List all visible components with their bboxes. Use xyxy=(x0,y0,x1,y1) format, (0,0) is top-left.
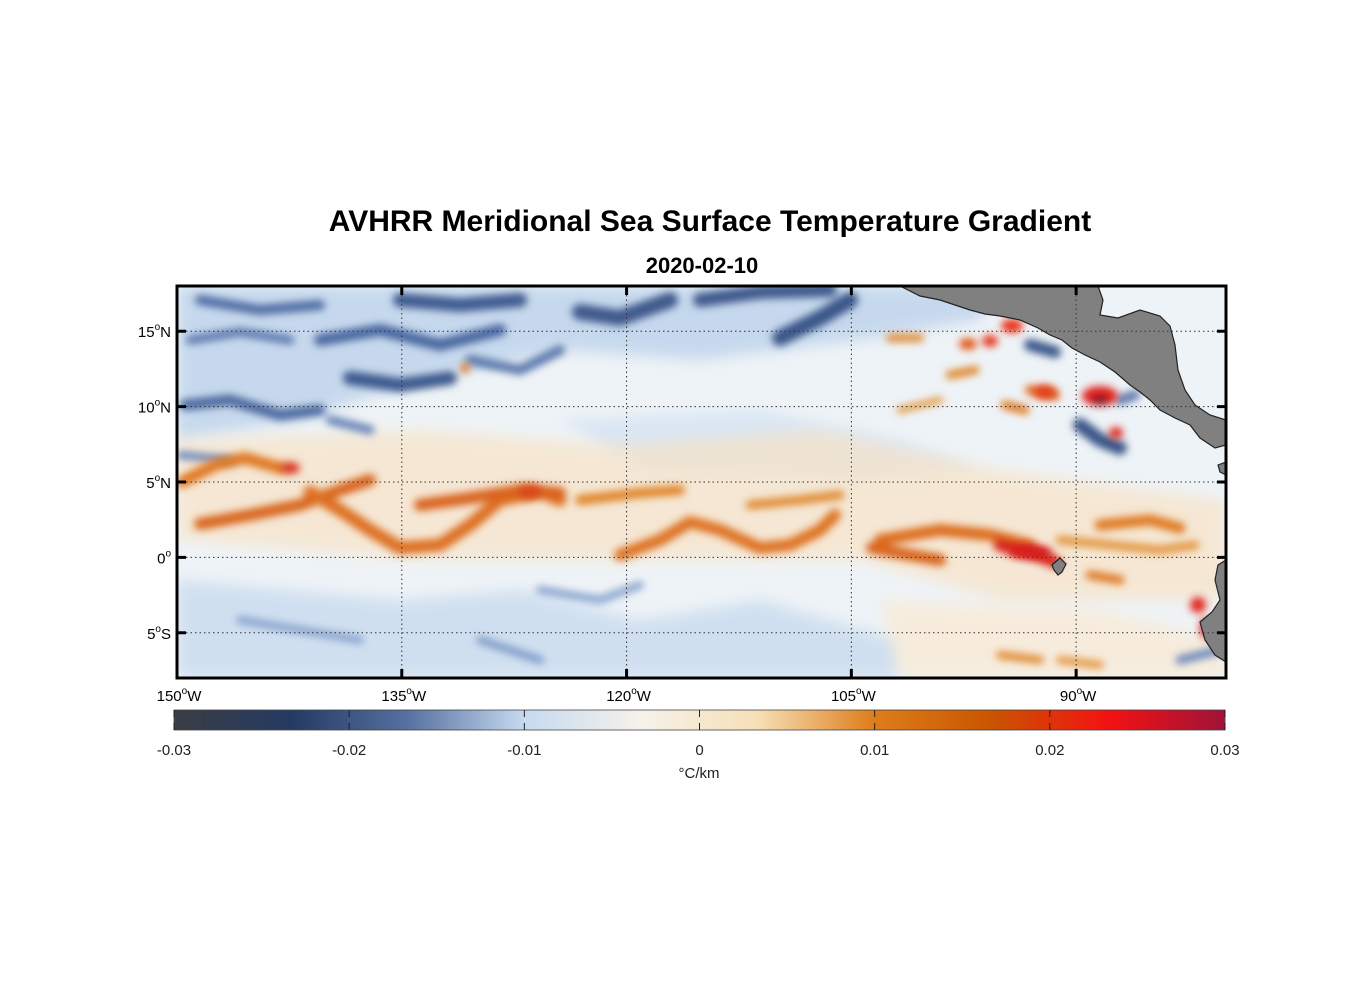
map-title: AVHRR Meridional Sea Surface Temperature… xyxy=(328,205,1092,238)
latitude-labels: 15oN 10oN 5oN 0o 5oS xyxy=(138,322,172,643)
colorbar-tick-label: 0.02 xyxy=(1035,742,1064,759)
negative-gradient-streaks xyxy=(177,286,1225,665)
lon-tick-label: 105oW xyxy=(831,686,877,705)
colorbar: -0.03 -0.02 -0.01 0 0.01 0.02 0.03 °C/km xyxy=(157,709,1240,782)
map-frame xyxy=(175,284,1228,680)
colorbar-tick-label: 0.01 xyxy=(860,742,889,759)
map-panel: 15oN 10oN 5oN 0o 5oS 150oW 135oW 120oW 105oW 90o… xyxy=(138,284,1228,705)
colorbar-tick-label: -0.01 xyxy=(507,742,541,759)
colorbar-tick-label: -0.02 xyxy=(332,742,366,759)
lat-tick-label: 0o xyxy=(157,548,171,567)
lat-tick-label: 10oN xyxy=(138,398,171,417)
galapagos-islands xyxy=(1051,557,1067,576)
lat-tick-label: 5oS xyxy=(147,624,171,643)
south-america-land xyxy=(1199,559,1226,663)
lon-tick-label: 135oW xyxy=(381,686,427,705)
colorbar-ticks: -0.03 -0.02 -0.01 0 0.01 0.02 0.03 xyxy=(157,710,1240,759)
longitude-labels: 150oW 135oW 120oW 105oW 90oW xyxy=(157,686,1098,705)
land-masses xyxy=(899,286,1226,663)
lon-tick-label: 150oW xyxy=(157,686,203,705)
lon-tick-label: 90oW xyxy=(1060,686,1097,705)
colorbar-unit-label: °C/km xyxy=(679,765,720,782)
lon-tick-label: 120oW xyxy=(606,686,652,705)
central-america-land xyxy=(899,286,1226,449)
colorbar-tick-label: -0.03 xyxy=(157,742,191,759)
map-date-subtitle: 2020-02-10 xyxy=(645,253,759,278)
lat-tick-label: 15oN xyxy=(138,322,171,341)
colorbar-tick-label: 0.03 xyxy=(1210,742,1239,759)
colorbar-tick-label: 0 xyxy=(695,742,703,759)
lat-tick-label: 5oN xyxy=(146,473,171,492)
